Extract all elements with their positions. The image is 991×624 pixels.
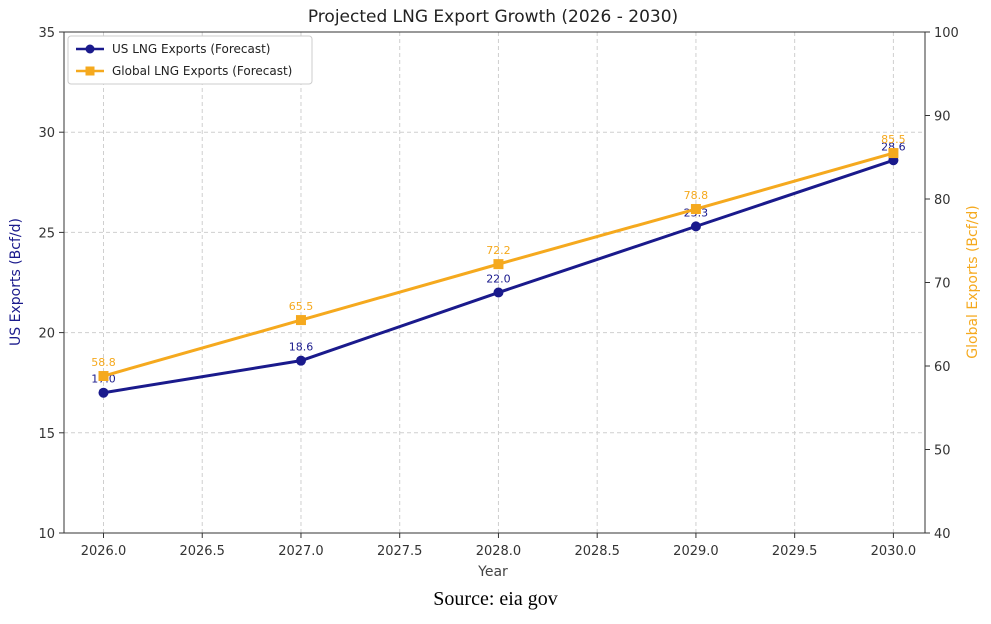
y-left-tick-label: 15 bbox=[38, 427, 55, 442]
data-point-marker bbox=[690, 204, 701, 215]
y-right-tick-label: 70 bbox=[934, 277, 951, 292]
y-right-tick-label: 90 bbox=[934, 110, 951, 125]
y-right-tick-label: 80 bbox=[934, 193, 951, 208]
x-tick-label: 2027.5 bbox=[377, 544, 423, 559]
y-left-tick-label: 25 bbox=[38, 226, 55, 241]
legend-marker-us bbox=[85, 44, 95, 54]
y-left-tick-label: 20 bbox=[38, 327, 55, 342]
data-point-marker bbox=[888, 148, 899, 159]
data-point-marker bbox=[493, 259, 504, 270]
data-point-marker bbox=[98, 387, 109, 398]
data-point-marker bbox=[98, 371, 109, 382]
data-label: 22.0 bbox=[486, 273, 511, 286]
y-left-tick-label: 10 bbox=[38, 527, 55, 542]
data-point-marker bbox=[493, 287, 504, 298]
x-tick-label: 2028.0 bbox=[476, 544, 522, 559]
x-tick-label: 2026.0 bbox=[81, 544, 127, 559]
data-point-marker bbox=[690, 221, 701, 232]
y-axis-label-right: Global Exports (Bcf/d) bbox=[965, 205, 981, 358]
data-label: 58.8 bbox=[91, 356, 116, 369]
y-axis-label-left: US Exports (Bcf/d) bbox=[8, 218, 24, 346]
legend-label-global: Global LNG Exports (Forecast) bbox=[112, 64, 292, 78]
data-label: 72.2 bbox=[486, 244, 511, 257]
line-chart: Projected LNG Export Growth (2026 - 2030… bbox=[8, 7, 981, 580]
data-label: 85.5 bbox=[881, 133, 906, 146]
chart-title: Projected LNG Export Growth (2026 - 2030… bbox=[308, 7, 678, 27]
source-caption: Source: eia gov bbox=[433, 588, 558, 610]
axis-ticks: 2026.0 2026.5 2027.0 2027.5 2028.0 2028.5 2029… bbox=[38, 26, 958, 559]
x-tick-label: 2029.5 bbox=[772, 544, 818, 559]
y-right-tick-label: 100 bbox=[934, 26, 959, 41]
x-tick-label: 2029.0 bbox=[673, 544, 719, 559]
x-tick-label: 2030.0 bbox=[871, 544, 917, 559]
y-left-tick-label: 35 bbox=[38, 26, 55, 41]
legend: US LNG Exports (Forecast) Global LNG Exp… bbox=[67, 35, 313, 85]
series-layer: 17.018.622.025.328.658.865.572.278.885.5 bbox=[91, 133, 906, 398]
y-right-tick-label: 50 bbox=[934, 444, 951, 459]
y-right-tick-label: 60 bbox=[934, 360, 951, 375]
y-left-tick-label: 30 bbox=[38, 126, 55, 141]
data-label: 65.5 bbox=[289, 300, 314, 313]
x-tick-label: 2028.5 bbox=[574, 544, 620, 559]
y-right-tick-label: 40 bbox=[934, 527, 951, 542]
data-label: 18.6 bbox=[289, 341, 314, 354]
x-tick-label: 2027.0 bbox=[278, 544, 324, 559]
x-axis-label: Year bbox=[477, 564, 508, 580]
legend-label-us: US LNG Exports (Forecast) bbox=[112, 42, 270, 56]
x-tick-label: 2026.5 bbox=[179, 544, 225, 559]
data-point-marker bbox=[295, 315, 306, 326]
data-label: 78.8 bbox=[684, 189, 709, 202]
data-label: 28.6 bbox=[881, 140, 906, 153]
legend-marker-global bbox=[85, 66, 95, 76]
legend-box bbox=[67, 35, 313, 85]
data-point-marker bbox=[295, 355, 306, 366]
